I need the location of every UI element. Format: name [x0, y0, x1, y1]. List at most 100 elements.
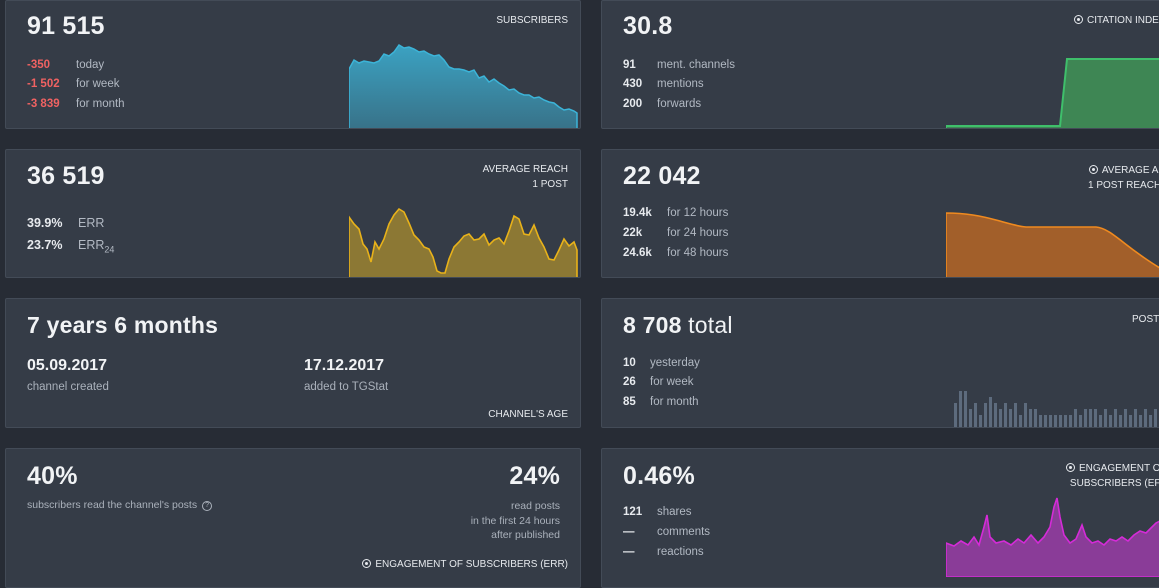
posts-bar — [1144, 409, 1147, 427]
posts-bar — [959, 391, 962, 427]
posts-bar — [999, 409, 1002, 427]
citation-mentions: 430 mentions — [623, 78, 704, 90]
reach-12h: 19.4k for 12 hours — [623, 207, 729, 219]
posts-bar — [1064, 415, 1067, 427]
posts-bar — [1134, 409, 1137, 427]
reach-24h: 22k for 24 hours — [623, 227, 729, 239]
posts-month: 85 for month — [623, 396, 699, 408]
citation-index-value: 30.8 — [623, 12, 673, 40]
avg-post-reach-title: AVERAGE AI 1 POST REACH — [1088, 165, 1159, 191]
posts-bar — [1079, 415, 1082, 427]
read-title: ENGAGEMENT OF SUBSCRIBERS (ERR) — [362, 557, 568, 572]
posts-bar — [1129, 415, 1132, 427]
avg-post-reach-value: 22 042 — [623, 162, 701, 190]
posts-bar — [974, 403, 977, 427]
read-label: subscribers read the channel's posts? — [27, 499, 213, 511]
posts-bar — [994, 403, 997, 427]
posts-bar — [1124, 409, 1127, 427]
posts-bar — [1009, 409, 1012, 427]
avg-post-reach-card[interactable]: 22 042 AVERAGE AI 1 POST REACH 19.4k for … — [601, 149, 1159, 278]
reach-card[interactable]: 36 519 AVERAGE REACH 1 POST 39.9% ERR 23.7… — [5, 149, 581, 278]
posts-bar — [1059, 415, 1062, 427]
engagement-reactions: — reactions — [623, 546, 704, 558]
posts-bar — [1119, 415, 1122, 427]
posts-bar — [1049, 415, 1052, 427]
posts-bar — [954, 403, 957, 427]
channel-age-card[interactable]: 7 years 6 months 05.09.2017 channel crea… — [5, 298, 581, 428]
posts-bar — [1044, 415, 1047, 427]
posts-card[interactable]: 8 708 total POST 10 yesterday 26 for week … — [601, 298, 1159, 428]
read-24h-percent: 24% — [509, 462, 560, 490]
posts-bar — [1099, 415, 1102, 427]
subscribers-count: 91 515 — [27, 12, 105, 40]
help-icon[interactable]: ? — [202, 501, 213, 511]
citation-title: CITATION INDE — [1074, 13, 1159, 28]
subscribers-today: -350 today — [27, 59, 105, 71]
posts-bar — [1034, 409, 1037, 427]
reach-err24: 23.7% ERR24 — [27, 238, 115, 255]
engagement-card[interactable]: 0.46% ENGAGEMENT O SUBSCRIBERS (EF 121 sh… — [601, 448, 1159, 588]
posts-bar — [1089, 409, 1092, 427]
created-date: 05.09.2017 — [27, 357, 108, 374]
created-label: channel created — [27, 381, 109, 393]
engagement-value: 0.46% — [623, 462, 695, 490]
posts-bar — [1069, 415, 1072, 427]
info-icon — [1088, 165, 1098, 174]
posts-bar — [984, 403, 987, 427]
posts-title: POST — [1132, 314, 1159, 325]
added-label: added to TGStat — [304, 381, 389, 393]
reach-sparkline — [349, 207, 578, 277]
reach-err: 39.9% ERR — [27, 216, 105, 230]
citation-sparkline — [946, 58, 1159, 128]
posts-yesterday: 10 yesterday — [623, 357, 700, 369]
posts-bar — [1084, 409, 1087, 427]
citation-forwards: 200 forwards — [623, 98, 702, 110]
posts-bar — [1139, 415, 1142, 427]
subscribers-title: SUBSCRIBERS — [496, 15, 568, 26]
subscribers-week: -1 502 for week — [27, 78, 120, 90]
citation-channels: 91 ment. channels — [623, 59, 735, 71]
posts-total: 8 708 total — [623, 312, 733, 338]
posts-bar — [1074, 409, 1077, 427]
posts-bar — [1054, 415, 1057, 427]
posts-bar — [1029, 409, 1032, 427]
reach-title: AVERAGE REACH 1 POST — [482, 164, 568, 190]
posts-bar — [989, 397, 992, 427]
channel-age-value: 7 years 6 months — [27, 312, 219, 338]
engagement-comments: — comments — [623, 526, 711, 538]
posts-bar — [1149, 415, 1152, 427]
read-percent: 40% — [27, 462, 78, 490]
citation-card[interactable]: 30.8 CITATION INDE 91 ment. channels 430 m… — [601, 0, 1159, 129]
subscribers-sparkline — [349, 44, 578, 128]
engagement-shares: 121 shares — [623, 506, 692, 518]
read-card[interactable]: 40% subscribers read the channel's posts… — [5, 448, 581, 588]
posts-bar — [1104, 409, 1107, 427]
posts-bar — [1039, 415, 1042, 427]
subscribers-month: -3 839 for month — [27, 98, 125, 110]
avg-post-reach-sparkline — [946, 212, 1159, 277]
posts-bar — [964, 391, 967, 427]
posts-bar — [1024, 403, 1027, 427]
posts-bar — [969, 409, 972, 427]
info-icon — [1074, 15, 1083, 24]
added-date: 17.12.2017 — [304, 357, 385, 374]
posts-bar — [979, 415, 982, 427]
info-icon — [1066, 463, 1075, 472]
posts-bar-chart — [954, 391, 1157, 427]
posts-week: 26 for week — [623, 376, 694, 388]
engagement-sparkline — [946, 497, 1159, 577]
subscribers-card[interactable]: 91 515 SUBSCRIBERS -350 today -1 502 for w… — [5, 0, 581, 129]
posts-bar — [1154, 409, 1157, 427]
reach-48h: 24.6k for 48 hours — [623, 247, 729, 259]
posts-bar — [1004, 403, 1007, 427]
info-icon — [362, 559, 372, 568]
posts-bar — [1114, 409, 1117, 427]
posts-bar — [1109, 415, 1112, 427]
posts-bar — [1094, 409, 1097, 427]
reach-value: 36 519 — [27, 162, 105, 190]
posts-bar — [1019, 415, 1022, 427]
engagement-title: ENGAGEMENT O SUBSCRIBERS (EF — [1066, 461, 1159, 491]
posts-bar — [1014, 403, 1017, 427]
read-24h-label: read posts in the first 24 hours after pub… — [470, 500, 560, 541]
channel-age-title: CHANNEL'S AGE — [488, 409, 568, 420]
